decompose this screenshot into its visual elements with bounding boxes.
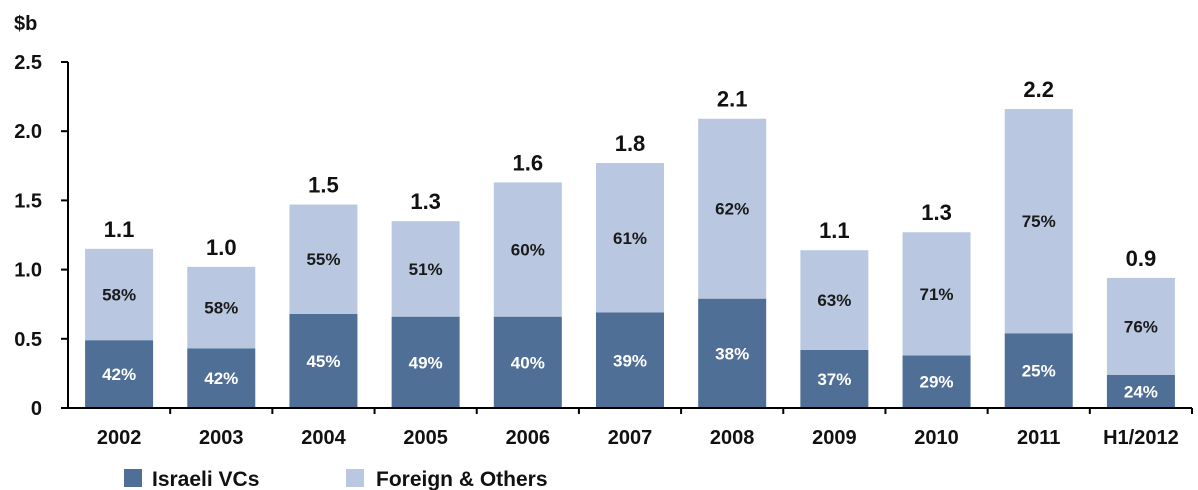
percent-label-israeli-vcs: 39% xyxy=(613,351,647,370)
bar-segment-foreign-others xyxy=(1106,277,1175,375)
percent-label-israeli-vcs: 40% xyxy=(511,353,545,372)
percent-label-israeli-vcs: 49% xyxy=(409,353,443,372)
x-tick-label: 2007 xyxy=(608,427,653,449)
bars xyxy=(85,109,1175,408)
bar-total-label: 0.9 xyxy=(1126,246,1157,271)
x-tick-label: 2004 xyxy=(301,427,346,449)
x-tick-label: H1/2012 xyxy=(1103,427,1179,449)
bar-total-label: 1.3 xyxy=(410,189,441,214)
bar-segment-foreign-others xyxy=(187,266,256,349)
bar-segment-israeli-vcs xyxy=(1004,333,1073,408)
y-tick-label: 2.5 xyxy=(14,52,42,74)
total-labels: 1.1 1.0 1.5 1.3 1.6 1.8 2.1 1.1 1.3 2.2 0.9 xyxy=(104,77,1156,271)
bar-segment-israeli-vcs xyxy=(391,316,460,408)
percent-label-israeli-vcs: 37% xyxy=(817,370,851,389)
bar-total-label: 1.1 xyxy=(104,217,135,242)
y-tick-label: 2.0 xyxy=(14,121,42,143)
bar-total-label: 1.5 xyxy=(308,173,339,198)
bar-segment-foreign-others xyxy=(902,232,971,356)
y-tick-label: 1.0 xyxy=(14,260,42,282)
percent-label-foreign-others: 60% xyxy=(511,241,545,260)
x-tick-label: 2003 xyxy=(199,427,244,449)
percent-label-israeli-vcs: 42% xyxy=(102,365,136,384)
x-axis-ticks: 2002 2003 2004 2005 2006 2007 2008 2009 2010 2011… xyxy=(97,408,1193,449)
x-tick-label: 2008 xyxy=(710,427,755,449)
y-tick-label: 1.5 xyxy=(14,190,42,212)
bar-segment-israeli-vcs xyxy=(596,312,664,408)
legend-label-israeli-vcs: Israeli VCs xyxy=(152,468,259,490)
bar-segment-israeli-vcs xyxy=(1106,374,1175,408)
percent-label-foreign-others: 62% xyxy=(715,200,749,219)
percent-label-israeli-vcs: 38% xyxy=(715,344,749,363)
percent-label-foreign-others: 71% xyxy=(920,285,954,304)
bar-segment-israeli-vcs xyxy=(289,313,358,408)
bar-segment-foreign-others xyxy=(493,182,562,317)
bar-segment-foreign-others xyxy=(596,163,664,313)
x-tick-label: 2002 xyxy=(97,427,142,449)
y-axis-unit-label: $b xyxy=(14,13,37,35)
bar-segment-foreign-others xyxy=(391,221,460,317)
bar-segment-foreign-others xyxy=(289,204,358,314)
x-tick-label: 2011 xyxy=(1017,427,1060,449)
bar-segment-israeli-vcs xyxy=(187,348,256,408)
percent-label-foreign-others: 61% xyxy=(613,229,647,248)
bar-segment-israeli-vcs xyxy=(698,298,767,408)
percent-label-israeli-vcs: 45% xyxy=(306,352,340,371)
percent-label-foreign-others: 75% xyxy=(1022,212,1056,231)
percent-label-foreign-others: 63% xyxy=(817,291,851,310)
bar-total-label: 1.0 xyxy=(206,235,237,260)
bar-segment-foreign-others xyxy=(85,248,154,341)
bar-segment-israeli-vcs xyxy=(800,349,869,408)
x-tick-label: 2006 xyxy=(506,427,551,449)
bar-total-label: 1.6 xyxy=(513,150,544,175)
bar-segment-foreign-others xyxy=(698,118,767,299)
bar-segment-israeli-vcs xyxy=(85,340,154,408)
bar-total-label: 2.1 xyxy=(717,87,748,112)
x-tick-label: 2009 xyxy=(812,427,857,449)
percent-labels: 42% 58% 42% 58% 45% 55% 49% 51% 40% 60% 39% 61% 38% 6… xyxy=(102,200,1158,402)
percent-label-israeli-vcs: 25% xyxy=(1022,362,1056,381)
y-tick-label: 0 xyxy=(31,398,42,420)
percent-label-foreign-others: 51% xyxy=(409,260,443,279)
bar-total-label: 1.3 xyxy=(921,200,952,225)
y-axis-ticks: 0 0.5 1.0 1.5 2.0 2.5 xyxy=(14,52,68,420)
percent-label-foreign-others: 58% xyxy=(204,299,238,318)
bar-segment-israeli-vcs xyxy=(493,316,562,408)
bar-total-label: 1.1 xyxy=(819,218,850,243)
y-tick-label: 0.5 xyxy=(14,329,42,351)
bar-segment-foreign-others xyxy=(800,250,869,350)
percent-label-israeli-vcs: 24% xyxy=(1124,382,1158,401)
x-tick-label: 2005 xyxy=(403,427,448,449)
bar-total-label: 2.2 xyxy=(1023,77,1054,102)
x-tick-label: 2010 xyxy=(914,427,959,449)
percent-label-israeli-vcs: 29% xyxy=(920,373,954,392)
percent-label-foreign-others: 55% xyxy=(306,250,340,269)
percent-label-israeli-vcs: 42% xyxy=(204,369,238,388)
legend-label-foreign-others: Foreign & Others xyxy=(376,468,548,490)
bar-segment-israeli-vcs xyxy=(902,355,971,408)
legend-swatch-foreign-others xyxy=(346,469,364,487)
percent-label-foreign-others: 76% xyxy=(1124,317,1158,336)
percent-label-foreign-others: 58% xyxy=(102,286,136,305)
legend: Israeli VCs Foreign & Others xyxy=(124,468,548,490)
legend-swatch-israeli-vcs xyxy=(124,469,142,487)
bar-segment-foreign-others xyxy=(1004,109,1073,334)
bar-total-label: 1.8 xyxy=(615,131,646,156)
